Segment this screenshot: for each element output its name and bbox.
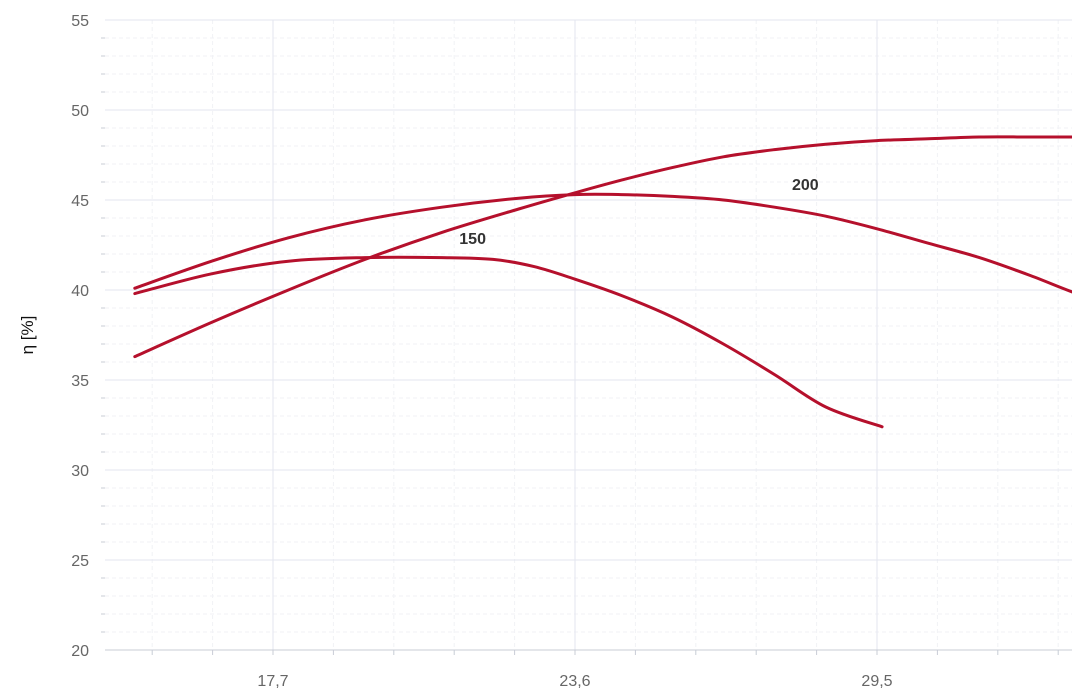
series-line-150 — [133, 255, 884, 429]
y-tick-label: 45 — [71, 193, 89, 210]
y-tick-label: 50 — [71, 103, 89, 120]
y-tick-label: 40 — [71, 283, 89, 300]
grid — [105, 19, 1072, 651]
series-line-300 — [133, 135, 1072, 359]
y-tick-label: 25 — [71, 553, 89, 570]
series-labels: 150200300 — [459, 177, 819, 248]
series-label-150: 150 — [459, 231, 486, 248]
x-tick-label: 17,7 — [257, 673, 288, 690]
series-lines — [133, 135, 1072, 429]
series-label-200: 200 — [792, 177, 819, 194]
x-tick-label: 23,6 — [559, 673, 590, 690]
axes: 20 25 30 35 40 45 50 55 17,7 23,6 29,5 — [71, 13, 1072, 690]
y-tick-label: 30 — [71, 463, 89, 480]
y-tick-label: 20 — [71, 643, 89, 660]
x-tick-label: 29,5 — [861, 673, 892, 690]
y-tick-label: 55 — [71, 13, 89, 30]
y-tick-label: 35 — [71, 373, 89, 390]
series-line-200 — [133, 192, 1072, 294]
y-axis-title: η [%] — [18, 316, 37, 355]
